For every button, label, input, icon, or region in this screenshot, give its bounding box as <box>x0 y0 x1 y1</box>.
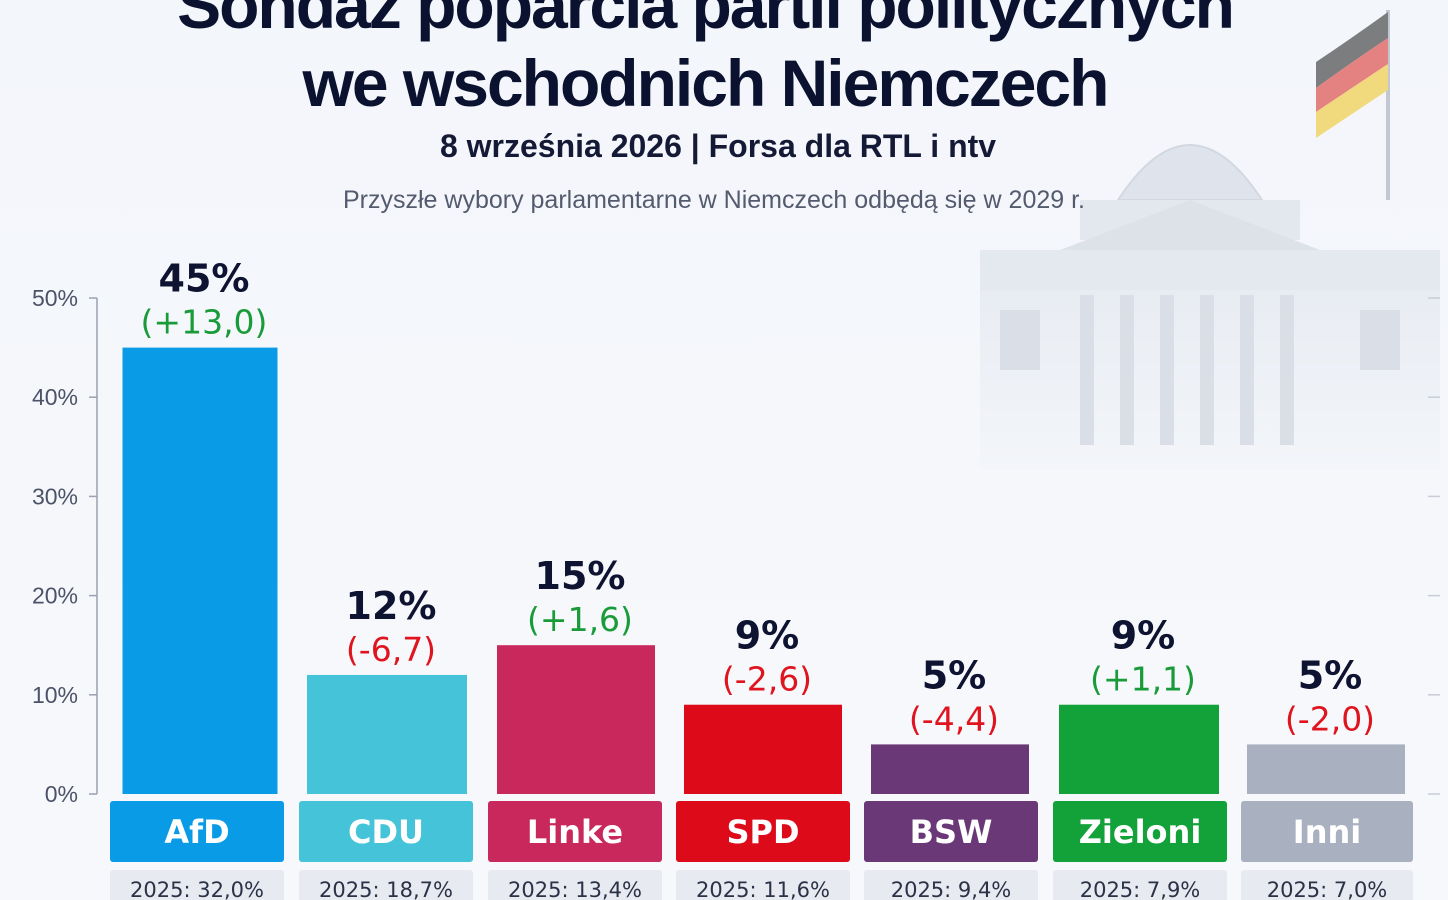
y-tick-label: 50% <box>32 285 78 311</box>
previous-result-box <box>676 870 850 900</box>
y-tick-label: 40% <box>32 384 78 410</box>
value-label: 9% <box>1111 614 1176 658</box>
value-label: 45% <box>159 257 250 301</box>
chart-title-line-2: we wschodnich Niemczech <box>302 46 1110 120</box>
category-label-box <box>110 801 284 862</box>
bar-zieloni <box>1059 704 1219 794</box>
category-label: BSW <box>910 813 993 851</box>
bar-afd <box>122 347 278 794</box>
change-label: (-2,6) <box>722 660 812 699</box>
chart-title-line-1: Sondaż poparcia partii politycznych <box>177 0 1235 42</box>
category-label-box <box>1053 801 1227 862</box>
previous-result-label: 2025: 7,0% <box>1267 878 1388 900</box>
bar-bsw <box>871 744 1029 794</box>
category-label: AfD <box>164 813 229 851</box>
category-label: CDU <box>348 813 424 851</box>
bar-spd <box>684 704 842 794</box>
category-label-box <box>488 801 662 862</box>
value-label: 5% <box>1298 653 1363 697</box>
change-label: (+1,6) <box>527 600 633 639</box>
previous-result-label: 2025: 18,7% <box>319 878 453 900</box>
value-label: 5% <box>922 653 987 697</box>
category-label-box <box>864 801 1038 862</box>
previous-result-box <box>488 870 662 900</box>
previous-result-label: 2025: 11,6% <box>696 878 830 900</box>
y-tick-label: 30% <box>32 483 78 509</box>
previous-result-box <box>1053 870 1227 900</box>
y-tick-label: 10% <box>32 682 78 708</box>
bar-cdu <box>307 674 467 794</box>
category-label: Inni <box>1293 813 1361 851</box>
value-label: 9% <box>735 614 800 658</box>
previous-result-box <box>1241 870 1413 900</box>
category-label-box <box>299 801 473 862</box>
previous-result-box <box>299 870 473 900</box>
change-label: (-6,7) <box>346 630 436 669</box>
change-label: (+13,0) <box>141 303 268 342</box>
y-tick-label: 0% <box>45 781 78 807</box>
previous-result-label: 2025: 32,0% <box>130 878 264 900</box>
previous-result-box <box>110 870 284 900</box>
change-label: (+1,1) <box>1090 660 1196 699</box>
value-label: 15% <box>535 554 626 598</box>
change-label: (-2,0) <box>1285 699 1375 738</box>
previous-result-label: 2025: 9,4% <box>891 878 1012 900</box>
category-label-box <box>676 801 850 862</box>
category-label: Zieloni <box>1079 813 1202 851</box>
previous-result-label: 2025: 13,4% <box>508 878 642 900</box>
y-tick-label: 20% <box>32 583 78 609</box>
previous-result-box <box>864 870 1038 900</box>
previous-result-label: 2025: 7,9% <box>1080 878 1201 900</box>
reichstag-background-image <box>980 10 1440 470</box>
bar-inni <box>1247 744 1405 794</box>
category-label: Linke <box>527 813 623 851</box>
category-label: SPD <box>726 813 799 851</box>
chart-subtitle: 8 września 2026 | Forsa dla RTL i ntv <box>439 128 997 164</box>
value-label: 12% <box>346 584 437 628</box>
chart-note: Przyszłe wybory parlamentarne w Niemczec… <box>342 186 1085 214</box>
category-label-box <box>1241 801 1413 862</box>
bar-linke <box>497 645 655 794</box>
change-label: (-4,4) <box>909 699 999 738</box>
